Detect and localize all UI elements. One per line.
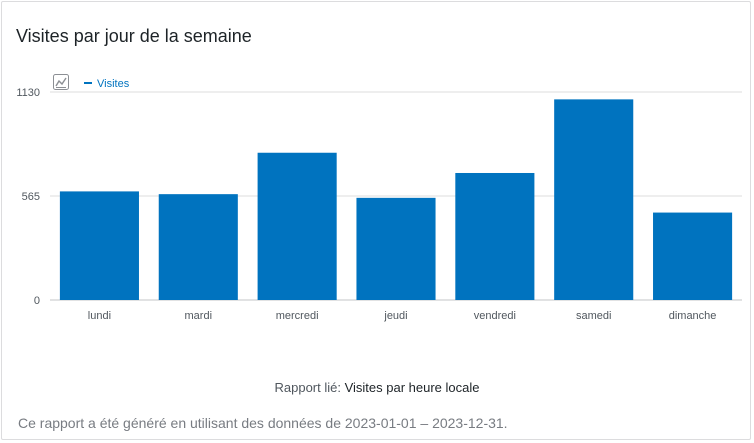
bar-dimanche[interactable] (653, 212, 733, 300)
y-tick-label: 1130 (16, 87, 40, 99)
bar-chart: Visites 0 565 1130 lundi mardi mercredi jeudi… (16, 74, 742, 322)
x-axis: lundi mardi mercredi jeudi vendredi samedi dim… (88, 310, 717, 322)
x-tick-label: vendredi (474, 310, 516, 322)
bar-jeudi[interactable] (356, 197, 436, 300)
related-prefix: Rapport lié: (274, 380, 345, 395)
y-tick-label: 0 (34, 295, 40, 307)
related-report-link[interactable]: Visites par heure locale (344, 380, 480, 395)
bar-mardi[interactable] (158, 194, 238, 300)
y-tick-label: 565 (22, 191, 40, 203)
bar-lundi[interactable] (59, 191, 139, 300)
legend-label-visites[interactable]: Visites (97, 78, 130, 90)
bar-mercredi[interactable] (257, 152, 337, 300)
x-tick-label: dimanche (669, 310, 717, 322)
y-axis: 0 565 1130 (16, 87, 40, 307)
widget-title: Visites par jour de la semaine (16, 26, 252, 46)
x-tick-label: mercredi (276, 310, 319, 322)
x-tick-label: jeudi (383, 310, 407, 322)
x-tick-label: samedi (576, 310, 611, 322)
related-report: Rapport lié: Visites par heure locale (2, 380, 752, 395)
x-tick-label: lundi (88, 310, 111, 322)
bar-vendredi[interactable] (455, 172, 535, 300)
bars (59, 99, 733, 301)
chart-legend[interactable]: Visites (84, 78, 130, 90)
x-tick-label: mardi (185, 310, 213, 322)
bar-samedi[interactable] (554, 99, 634, 301)
line-chart-icon[interactable] (53, 74, 69, 90)
report-footnote: Ce rapport a été généré en utilisant des… (18, 415, 508, 431)
